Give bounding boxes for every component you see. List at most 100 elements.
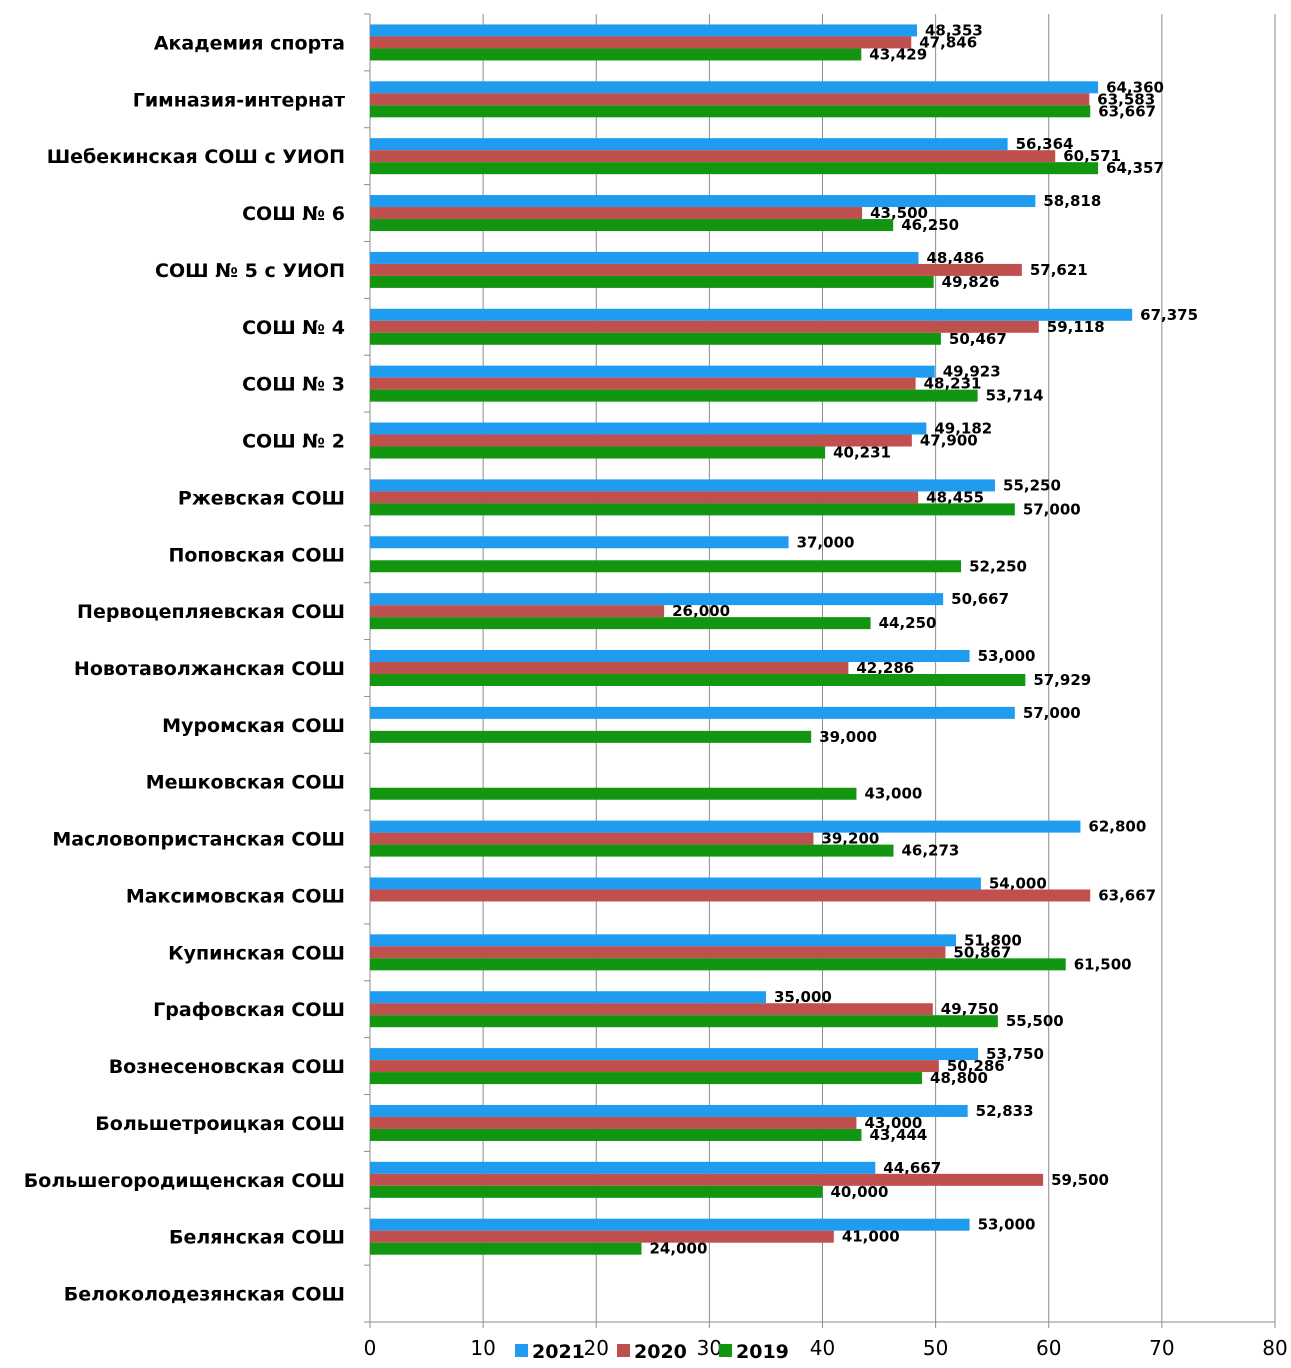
category-label: Графовская СОШ <box>153 999 345 1021</box>
category-label: Вознесеновская СОШ <box>109 1056 345 1078</box>
bar-2020 <box>370 207 863 220</box>
data-label: 59,500 <box>1051 1171 1109 1189</box>
data-label: 64,357 <box>1106 159 1164 177</box>
x-tick-label: 50 <box>923 1336 948 1360</box>
bar-2021 <box>370 650 970 662</box>
data-label: 48,486 <box>926 249 984 267</box>
category-label: Новотаволжанская СОШ <box>74 658 345 680</box>
x-tick-label: 80 <box>1262 1336 1287 1360</box>
bar-2019 <box>370 162 1099 175</box>
data-label: 57,621 <box>1030 261 1088 279</box>
category-label: Поповская СОШ <box>168 544 345 566</box>
data-label: 67,375 <box>1140 306 1198 324</box>
bar-2021 <box>370 1104 968 1117</box>
bar-2020 <box>370 150 1056 163</box>
data-label: 43,429 <box>869 45 927 63</box>
data-label: 52,250 <box>969 557 1027 575</box>
legend-label: 2021 <box>532 1341 585 1363</box>
data-label: 47,900 <box>920 432 978 450</box>
data-label: 44,667 <box>883 1159 941 1177</box>
data-label: 53,714 <box>986 387 1044 405</box>
data-label: 57,000 <box>1023 500 1081 518</box>
x-tick-label: 20 <box>584 1336 609 1360</box>
category-label: Большегородищенская СОШ <box>24 1170 345 1192</box>
data-label: 42,286 <box>856 659 914 677</box>
bar-2019 <box>370 787 857 800</box>
data-label: 40,231 <box>833 444 891 462</box>
data-label: 50,667 <box>951 590 1009 608</box>
x-tick-label: 70 <box>1149 1336 1174 1360</box>
category-label: Максимовская СОШ <box>126 885 345 907</box>
data-label: 50,286 <box>947 1057 1005 1075</box>
category-label: СОШ № 2 <box>242 431 345 453</box>
data-label: 39,200 <box>821 830 879 848</box>
bar-2020 <box>370 832 814 845</box>
bar-2019 <box>370 674 1026 686</box>
bar-2021 <box>370 820 1081 833</box>
bar-2020 <box>370 320 1039 333</box>
bar-2019 <box>370 1242 642 1255</box>
data-label: 50,867 <box>953 943 1011 961</box>
legend-label: 2019 <box>736 1341 789 1363</box>
bar-2021 <box>370 991 766 1004</box>
bar-2020 <box>370 662 849 674</box>
data-label: 49,182 <box>934 420 992 438</box>
category-label: Купинская СОШ <box>168 942 345 964</box>
data-label: 43,000 <box>864 1114 922 1132</box>
legend-swatch <box>719 1344 732 1357</box>
category-label: СОШ № 6 <box>242 203 345 225</box>
bar-2019 <box>370 617 871 630</box>
bar-2019 <box>370 1072 923 1085</box>
x-tick-label: 40 <box>810 1336 835 1360</box>
bar-2021 <box>370 479 996 492</box>
bar-2019 <box>370 1128 862 1141</box>
legend-swatch <box>515 1344 528 1357</box>
bar-2021 <box>370 81 1099 94</box>
data-label: 63,667 <box>1098 102 1156 120</box>
category-label: Шебекинская СОШ с УИОП <box>47 146 345 168</box>
category-label: Белоколодезянская СОШ <box>64 1284 345 1306</box>
bar-2021 <box>370 536 789 549</box>
data-label: 44,250 <box>879 614 937 632</box>
data-label: 49,750 <box>941 1000 999 1018</box>
bar-2020 <box>370 1003 933 1016</box>
x-tick-label: 0 <box>364 1336 377 1360</box>
bar-2020 <box>370 263 1022 276</box>
bar-2021 <box>370 422 927 435</box>
bar-2020 <box>370 889 1091 902</box>
data-label: 48,231 <box>924 375 982 393</box>
data-label: 62,800 <box>1088 818 1146 836</box>
bar-2020 <box>370 1060 939 1073</box>
data-label: 48,800 <box>930 1069 988 1087</box>
bar-2021 <box>370 195 1036 208</box>
x-tick-label: 10 <box>470 1336 495 1360</box>
bar-2020 <box>370 946 946 959</box>
data-label: 24,000 <box>650 1240 708 1258</box>
data-label: 39,000 <box>819 728 877 746</box>
bar-2021 <box>370 593 944 606</box>
category-label: Гимназия-интернат <box>133 89 345 111</box>
category-label: СОШ № 3 <box>242 374 345 396</box>
bar-2021 <box>370 365 935 378</box>
bar-2020 <box>370 377 916 390</box>
data-label: 37,000 <box>797 533 855 551</box>
category-label: СОШ № 4 <box>242 317 345 339</box>
data-label: 64,360 <box>1106 78 1164 96</box>
bar-2020 <box>370 1230 834 1243</box>
data-label: 60,571 <box>1063 147 1121 165</box>
bar-2020 <box>370 491 919 504</box>
category-label: Белянская СОШ <box>169 1227 345 1249</box>
bar-2021 <box>370 1161 876 1174</box>
category-label: Мешковская СОШ <box>146 772 345 794</box>
data-label: 63,583 <box>1097 90 1155 108</box>
bar-2020 <box>370 434 912 447</box>
bar-2019 <box>370 503 1015 516</box>
category-label: Масловопристанская СОШ <box>52 829 345 851</box>
data-label: 55,500 <box>1006 1012 1064 1030</box>
category-label: Первоцепляевская СОШ <box>77 601 345 623</box>
data-label: 26,000 <box>672 602 730 620</box>
bar-2019 <box>370 844 894 857</box>
bar-2021 <box>370 934 956 947</box>
data-label: 41,000 <box>842 1228 900 1246</box>
